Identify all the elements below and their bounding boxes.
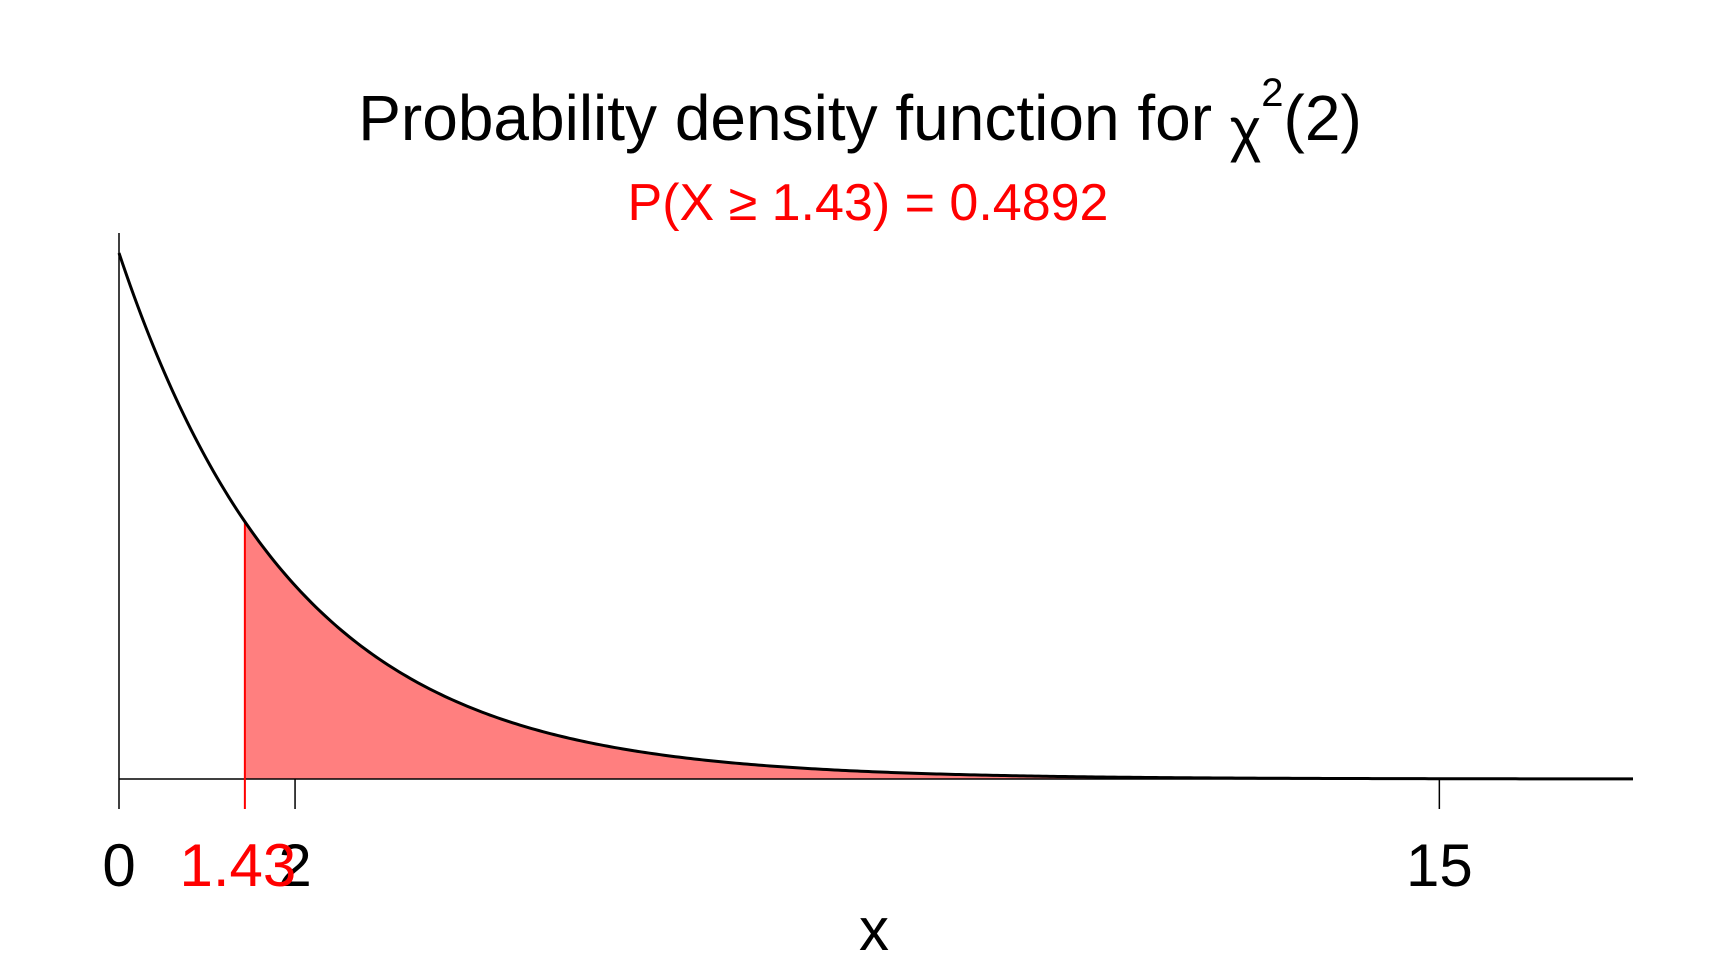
- x-tick-label-1: 2: [278, 832, 311, 899]
- x-axis-label: x: [859, 896, 889, 963]
- chart-title-superscript: 2: [1261, 71, 1283, 115]
- chart-title: Probability density function for χ2(2): [358, 71, 1362, 163]
- x-tick-labels: 0 2 15: [102, 832, 1472, 899]
- chart-subtitle: P(X ≥ 1.43) = 0.4892: [628, 174, 1109, 232]
- density-curve: [117, 252, 1633, 781]
- cutoff-label: 1.43: [179, 832, 296, 899]
- x-tick-label-0: 0: [102, 832, 135, 899]
- chart-title-suffix: (2): [1284, 82, 1362, 154]
- chart-title-symbol: χ: [1230, 96, 1262, 163]
- chart-title-text: Probability density function for: [358, 82, 1230, 154]
- x-tick-label-2: 15: [1406, 832, 1473, 899]
- shaded-area: [244, 521, 1633, 779]
- x-ticks: [118, 779, 1441, 809]
